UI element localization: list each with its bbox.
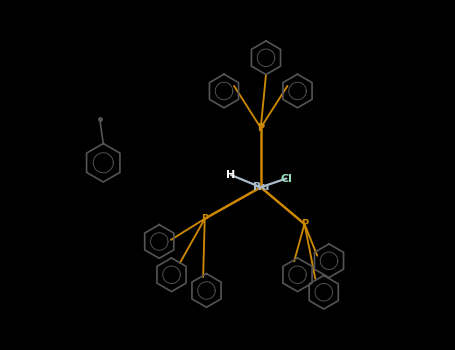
Polygon shape [86, 144, 120, 182]
Polygon shape [314, 244, 344, 278]
Polygon shape [283, 74, 312, 108]
Polygon shape [192, 274, 221, 307]
Polygon shape [309, 275, 339, 309]
Text: P: P [257, 123, 264, 133]
Polygon shape [145, 225, 174, 258]
Polygon shape [283, 258, 312, 292]
Text: P: P [301, 219, 308, 229]
Text: Ru: Ru [253, 182, 269, 192]
Text: Cl: Cl [280, 174, 292, 183]
Polygon shape [209, 74, 238, 108]
Text: H: H [227, 170, 236, 180]
Polygon shape [157, 258, 186, 292]
Text: P: P [201, 214, 208, 224]
Polygon shape [252, 41, 281, 75]
